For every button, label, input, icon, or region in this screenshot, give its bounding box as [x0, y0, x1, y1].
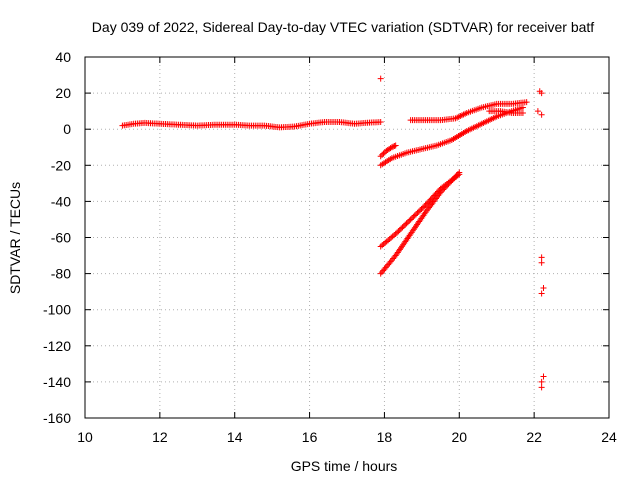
data-point-interp [387, 156, 394, 163]
data-point [540, 373, 547, 380]
data-point-interp [417, 207, 424, 214]
data-point-interp [436, 187, 443, 194]
x-axis-label: GPS time / hours [291, 458, 398, 474]
data-point-interp [431, 142, 438, 149]
x-tick-label: 22 [526, 429, 542, 445]
data-point-interp [454, 172, 461, 179]
y-tick-label: 20 [55, 85, 71, 101]
x-tick-label: 18 [377, 429, 393, 445]
data-point-interp [450, 115, 457, 122]
data-point-interp [402, 221, 409, 228]
x-tick-label: 16 [302, 429, 318, 445]
data-point-interp [400, 223, 407, 230]
data-point-interp [382, 239, 389, 246]
data-point-interp [477, 121, 484, 128]
data-point-interp [403, 220, 410, 227]
data-point-interp [396, 226, 403, 233]
data-point [538, 378, 545, 385]
data-point-interp [386, 235, 393, 242]
y-tick-label: -160 [43, 410, 71, 426]
data-point-interp [476, 105, 483, 112]
data-point-interp [398, 225, 405, 232]
data-point-interp [462, 110, 469, 117]
data-point-interp [394, 229, 401, 236]
data-point-interp [391, 232, 398, 239]
data-point-interp [386, 146, 393, 153]
data-point [534, 108, 541, 115]
y-tick-label: -100 [43, 302, 71, 318]
data-point-interp [413, 211, 420, 218]
x-tick-label: 12 [152, 429, 168, 445]
data-point [540, 285, 547, 292]
data-point-interp [421, 203, 428, 210]
data-point-interp [379, 242, 386, 249]
grid [85, 57, 609, 418]
data-point-interp [408, 215, 415, 222]
data-point [377, 243, 384, 250]
y-tick-label: -40 [51, 193, 71, 209]
plot-frame [84, 56, 610, 419]
data-point-interp [391, 143, 398, 150]
data-point [538, 384, 545, 391]
data-point-interp [416, 146, 423, 153]
data-point-interp [421, 210, 428, 217]
data-point-interp [379, 151, 386, 158]
data-point [407, 216, 414, 223]
y-tick-label: -80 [51, 266, 71, 282]
data-point [392, 230, 399, 237]
data-point-interp [391, 254, 398, 261]
data-point-interp [385, 237, 392, 244]
data-point-interp [395, 228, 402, 235]
data-point-interp [492, 114, 499, 121]
axis-ticks: 10 12 14 16 18 20 22 24 -160 -140 -120 -100 -80 -60 -4… [43, 49, 617, 445]
data-point [377, 75, 384, 82]
data-marks [119, 75, 547, 391]
data-point-interp [418, 205, 425, 212]
data-point-interp [402, 150, 409, 157]
y-tick-label: -20 [51, 157, 71, 173]
data-point-interp [411, 212, 418, 219]
y-axis-label: SDTVAR / TECUs [7, 182, 23, 294]
x-tick-label: 24 [601, 429, 617, 445]
data-point [538, 290, 545, 297]
data-point-interp [390, 143, 397, 150]
chart-title: Day 039 of 2022, Sidereal Day-to-day VTE… [92, 19, 595, 35]
y-tick-label: -60 [51, 230, 71, 246]
data-point-interp [410, 213, 417, 220]
data-point-interp [406, 217, 413, 224]
data-point-interp [414, 209, 421, 216]
y-tick-label: 40 [55, 49, 71, 65]
y-tick-label: -120 [43, 338, 71, 354]
data-point [538, 259, 545, 266]
data-point-interp [446, 137, 453, 144]
x-tick-label: 20 [451, 429, 467, 445]
data-point-interp [304, 121, 311, 128]
x-tick-label: 14 [227, 429, 243, 445]
data-point-interp [462, 129, 469, 136]
data-point [538, 90, 545, 97]
data-point-interp [435, 188, 442, 195]
data-point-interp [389, 233, 396, 240]
data-point-interp [380, 240, 387, 247]
data-point [538, 254, 545, 261]
data-point-interp [406, 232, 413, 239]
data-point-interp [375, 119, 382, 126]
x-tick-label: 10 [77, 429, 93, 445]
data-point [377, 153, 384, 160]
data-point-interp [380, 150, 387, 157]
data-point-interp [415, 208, 422, 215]
y-tick-label: -140 [43, 374, 71, 390]
y-tick-label: 0 [63, 121, 71, 137]
data-point-interp [521, 99, 528, 106]
data-point-interp [383, 238, 390, 245]
data-point-interp [419, 204, 426, 211]
data-point [538, 111, 545, 118]
data-point-interp [518, 109, 525, 116]
data-point-interp [404, 219, 411, 226]
data-point-interp [399, 224, 406, 231]
data-point-interp [388, 234, 395, 241]
